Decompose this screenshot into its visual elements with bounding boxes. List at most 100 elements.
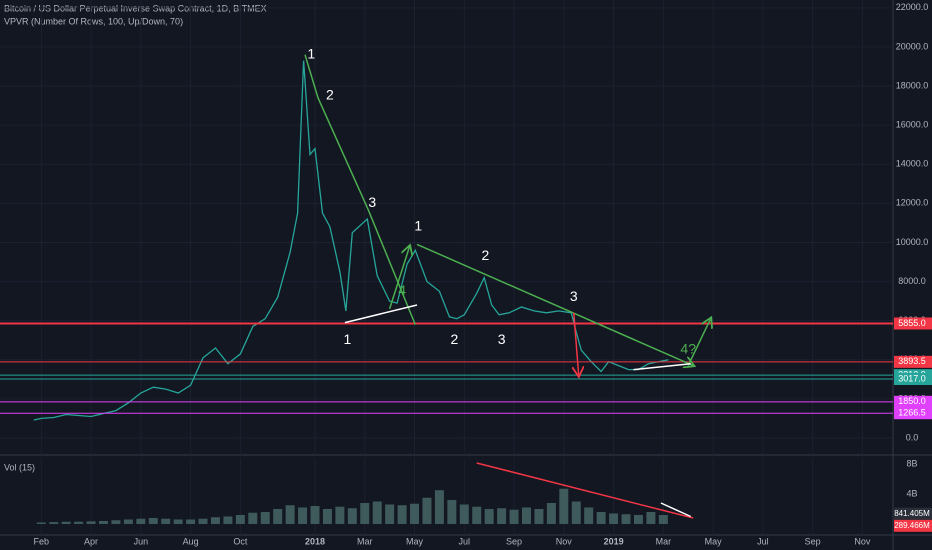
price-label: 3893.5: [898, 356, 926, 366]
y-tick-label: 22000.0: [896, 2, 929, 12]
y-tick-label: 14000.0: [896, 159, 929, 169]
price-label: 3017.0: [898, 373, 926, 383]
volume-bar: [74, 521, 84, 524]
annotation: 2: [326, 87, 334, 103]
y-tick-label: 8B: [906, 458, 917, 468]
volume-bar: [459, 504, 469, 524]
trendline: [416, 243, 693, 365]
readout-bg: [894, 519, 932, 532]
volume-bar: [285, 505, 295, 524]
volume-bar: [534, 508, 544, 524]
trendline: [304, 54, 416, 325]
volume-bar: [484, 508, 494, 524]
volume-bar: [223, 516, 233, 524]
readout-bg: [894, 507, 932, 520]
volume-bar: [173, 519, 183, 524]
x-tick-label: May: [406, 536, 424, 546]
trendline: [388, 246, 410, 310]
volume-bar: [633, 514, 643, 524]
volume-bar: [559, 488, 569, 524]
y-tick-label: 12000.0: [896, 198, 929, 208]
x-tick-label: 2018: [305, 536, 325, 546]
volume-bar: [621, 514, 631, 524]
trendline: [687, 319, 710, 366]
price-label: 1266.5: [898, 408, 926, 418]
volume-bar: [298, 507, 308, 524]
x-tick-label: Jul: [459, 536, 471, 546]
x-tick-label: Jun: [134, 536, 149, 546]
volume-bar: [646, 511, 656, 524]
annotation: 4: [398, 282, 406, 298]
volume-bar: [385, 504, 395, 524]
annotation: 2: [482, 247, 490, 263]
volume-bar: [434, 490, 444, 524]
x-tick-label: Mar: [357, 536, 373, 546]
price-line: [33, 60, 669, 421]
volume-bar: [49, 522, 59, 524]
trendline: [344, 304, 418, 324]
price-label: 5855.0: [898, 318, 926, 328]
volume-bar: [372, 501, 382, 524]
readout-label: 289.466M: [894, 521, 930, 530]
volume-bar: [335, 506, 345, 524]
annotation: 1: [414, 218, 422, 234]
x-tick-label: Aug: [183, 536, 199, 546]
y-tick-label: 4B: [906, 488, 917, 498]
volume-bar: [248, 512, 258, 524]
volume-bar: [410, 503, 420, 524]
volume-bar: [148, 517, 158, 524]
volume-bar: [273, 508, 283, 524]
volume-bar: [521, 507, 531, 524]
price-label-bg: [894, 355, 932, 368]
chart-title: Bitcoin / US Dollar Perpetual Inverse Sw…: [4, 3, 267, 13]
volume-bar: [497, 508, 507, 524]
price-label-bg: [894, 317, 932, 330]
x-tick-label: Nov: [556, 536, 573, 546]
y-tick-label: 10000.0: [896, 237, 929, 247]
volume-bar: [658, 514, 668, 524]
trendline: [633, 362, 691, 371]
volume-bar: [347, 508, 357, 524]
volume-bar: [161, 518, 171, 524]
x-tick-label: Oct: [233, 536, 248, 546]
indicator-label: VPVR (Number Of Rows, 100, Up/Down, 70): [4, 16, 183, 26]
volume-bar: [36, 522, 46, 524]
volume-bar: [546, 502, 556, 524]
x-tick-label: Apr: [84, 536, 98, 546]
volume-bar: [422, 497, 432, 524]
x-tick-label: Mar: [656, 536, 672, 546]
annotation: 3: [570, 288, 578, 304]
volume-bar: [260, 511, 270, 524]
volume-bar: [397, 505, 407, 524]
x-tick-label: Nov: [854, 536, 871, 546]
volume-bar: [61, 521, 71, 524]
volume-bar: [571, 501, 581, 524]
volume-bar: [235, 514, 245, 524]
y-tick-label: 0.0: [906, 432, 919, 442]
volume-bar: [123, 519, 133, 524]
volume-bar: [509, 509, 519, 524]
trendline: [476, 462, 694, 519]
volume-bar: [111, 520, 121, 524]
x-tick-label: Sep: [506, 536, 522, 546]
annotation: 3: [368, 194, 376, 210]
price-label-bg: [894, 407, 932, 420]
volume-bar: [609, 513, 619, 524]
annotation: 4?: [680, 341, 696, 357]
x-tick-label: 2019: [604, 536, 624, 546]
readout-label: 841.405M: [894, 509, 930, 518]
annotation: 1: [307, 45, 315, 61]
volume-bar: [596, 511, 606, 524]
y-tick-label: 8000.0: [898, 276, 926, 286]
y-tick-label: 16000.0: [896, 120, 929, 130]
trendline: [574, 312, 579, 376]
volume-bar: [447, 499, 457, 524]
volume-bar: [186, 519, 196, 524]
volume-bar: [584, 507, 594, 524]
volume-bar: [310, 505, 320, 524]
x-tick-label: Jul: [757, 536, 769, 546]
volume-title: Vol (15): [4, 462, 35, 472]
volume-bar: [99, 520, 109, 524]
trendline: [660, 502, 692, 518]
